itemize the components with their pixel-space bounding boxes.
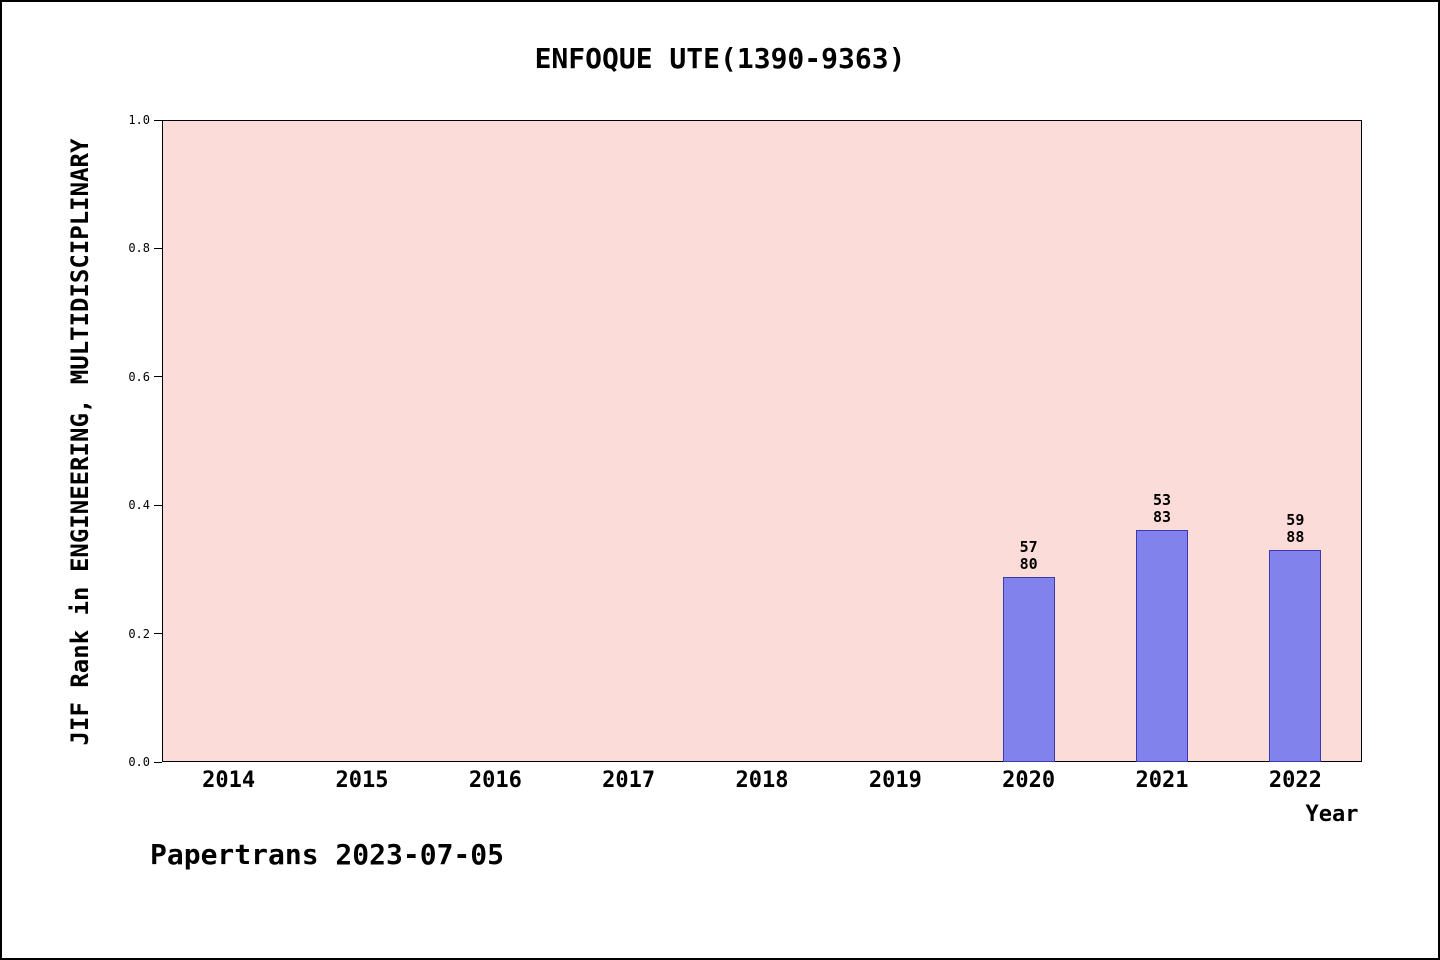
x-tick-label: 2014 [202, 768, 256, 793]
bar-value-label: 59 88 [1286, 511, 1305, 547]
x-tick-label: 2022 [1268, 768, 1322, 793]
y-tick-label: 1.0 [128, 113, 150, 127]
bar-2020 [1002, 577, 1055, 762]
x-tick-label: 2016 [468, 768, 522, 793]
y-tick-mark [154, 376, 162, 378]
y-tick-label: 0.6 [128, 369, 150, 384]
y-tick-label: 0.8 [128, 241, 150, 256]
bar-2021 [1136, 529, 1188, 762]
y-axis-label: JIF Rank in ENGINEERING, MULTIDISCIPLINA… [66, 138, 94, 746]
x-tick-label: 2018 [735, 768, 789, 793]
bar-value-label: 57 80 [1019, 538, 1038, 574]
x-tick-label: 2019 [868, 768, 922, 793]
chart-title: ENFOQUE UTE(1390-9363) [534, 42, 906, 75]
x-tick-label: 2017 [602, 768, 656, 793]
bar-value-label: 53 83 [1152, 490, 1172, 526]
y-tick-mark [154, 504, 162, 506]
y-tick-mark [154, 633, 162, 635]
y-tick-mark [154, 119, 162, 121]
y-tick-label: 0.4 [128, 498, 150, 513]
y-tick-label: 0.2 [128, 626, 150, 641]
bar-2022 [1269, 550, 1322, 762]
y-tick-mark [154, 761, 162, 763]
x-tick-label: 2020 [1002, 768, 1056, 793]
watermark-text: Papertrans 2023-07-05 [150, 838, 505, 871]
x-axis-label: Year [1305, 802, 1359, 827]
x-tick-label: 2015 [335, 768, 389, 793]
y-tick-label: 0.0 [128, 755, 150, 769]
x-tick-label: 2021 [1135, 768, 1189, 793]
y-tick-mark [154, 247, 162, 249]
